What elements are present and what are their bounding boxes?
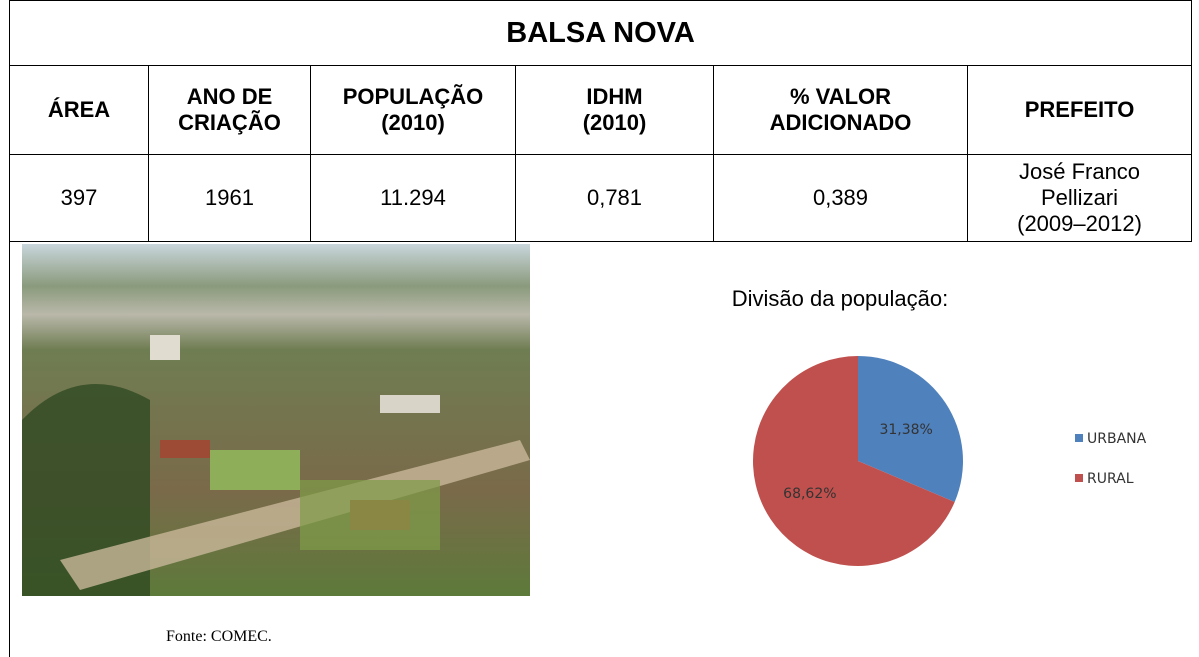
caption: Fonte: COMEC. <box>166 628 272 646</box>
data-label: 68,62% <box>783 486 836 502</box>
lower-section: Divisão da população: 31,38% URBANA 68,62% R… <box>0 0 1199 657</box>
page: BALSA NOVA ÁREAANO DECRIAÇÃOPOPULAÇÃO(20… <box>0 0 1199 657</box>
data-label: 31,38% <box>879 422 932 438</box>
legend-label: RURAL <box>1087 471 1134 487</box>
chart-title: Divisão da população: <box>732 286 948 311</box>
photo <box>22 244 530 596</box>
legend-label: URBANA <box>1087 431 1147 447</box>
legend-swatch <box>1075 434 1083 442</box>
legend-swatch <box>1075 474 1083 482</box>
